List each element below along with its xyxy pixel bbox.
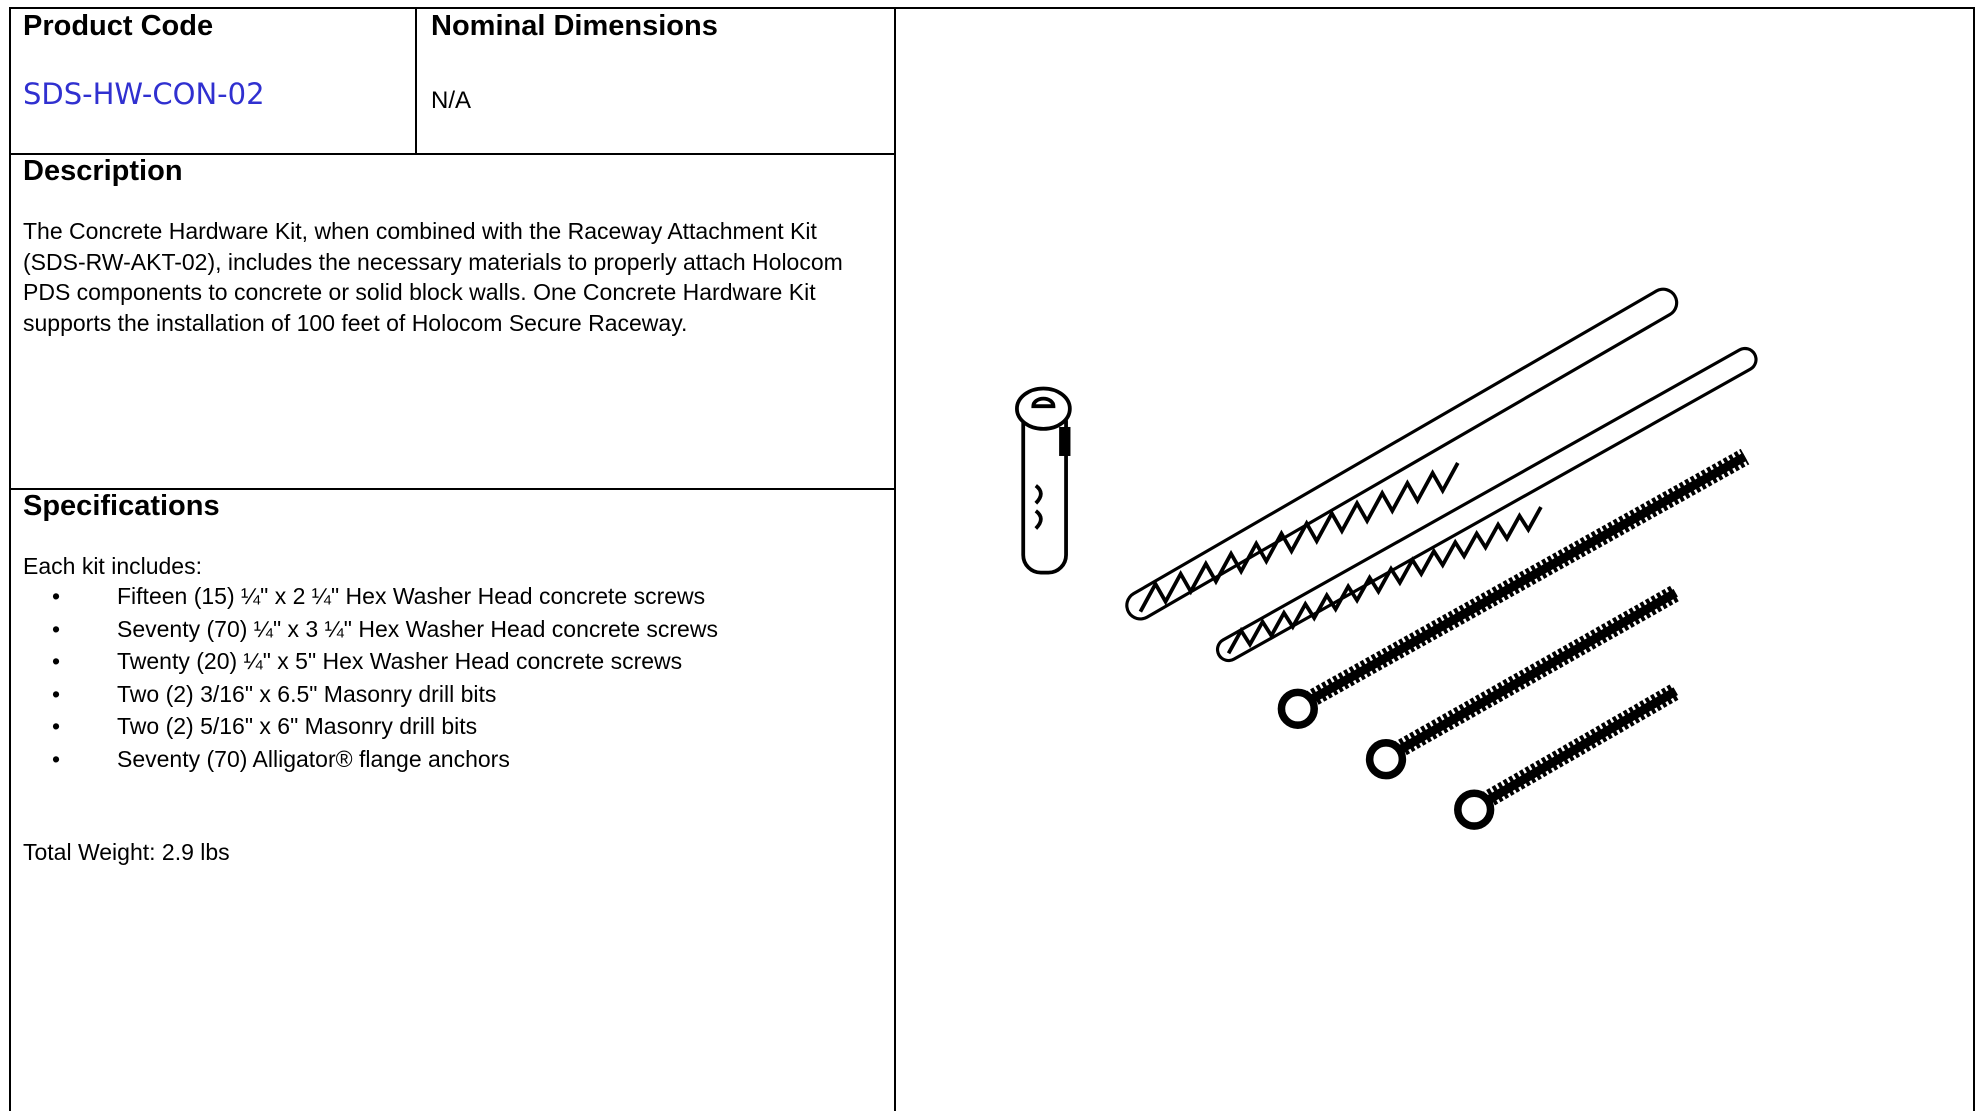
product-code: SDS-HW-CON-02: [23, 77, 265, 111]
border: [415, 7, 417, 154]
list-item: Two (2) 5/16" x 6" Masonry drill bits: [117, 713, 478, 739]
bullet: •: [52, 615, 61, 642]
border: [9, 7, 11, 1111]
list-item: Two (2) 3/16" x 6.5" Masonry drill bits: [117, 680, 497, 707]
label: Product Code: [23, 10, 214, 42]
list-item: Seventy (70) Alligator® flange anchors: [117, 745, 510, 772]
drill-bit: [1125, 287, 1758, 663]
total-weight: Total Weight: 2.9 lbs: [23, 839, 230, 865]
border: [9, 488, 896, 490]
dimensions: N/A: [431, 87, 472, 114]
bullet: •: [52, 745, 61, 772]
border: [9, 7, 1975, 9]
heading: Specifications: [23, 490, 220, 522]
list-item: Fifteen (15) ¼" x 2 ¼" Hex Washer Head c…: [117, 583, 706, 609]
screw: [1277, 448, 1750, 830]
list-item: Twenty (20) ¼" x 5" Hex Washer Head conc…: [117, 648, 683, 674]
bullet: •: [52, 583, 61, 609]
intro: Each kit includes:: [23, 553, 202, 579]
bullet: •: [52, 680, 61, 707]
label: Nominal Dimensions: [431, 10, 718, 42]
bullet: •: [52, 648, 61, 674]
border: [9, 153, 896, 155]
bullet: •: [52, 713, 61, 739]
border: [1973, 7, 1975, 1111]
anchor: [1015, 386, 1072, 575]
heading: Description: [23, 155, 183, 187]
list-item: Seventy (70) ¼" x 3 ¼" Hex Washer Head c…: [117, 615, 718, 642]
product-image: [1015, 287, 1758, 830]
description: The Concrete Hardware Kit, when combined…: [23, 218, 843, 336]
border: [894, 7, 896, 1111]
